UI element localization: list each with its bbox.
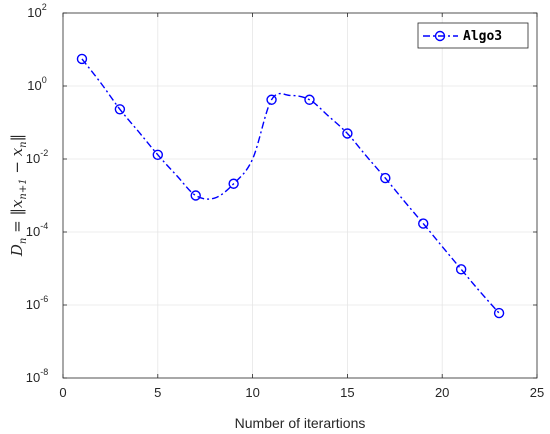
x-axis-label: Number of iterartions xyxy=(235,415,366,431)
x-tick-label: 20 xyxy=(435,385,449,400)
x-tick-label: 10 xyxy=(245,385,259,400)
data-point-marker xyxy=(455,264,467,275)
data-point-marker xyxy=(266,94,277,105)
data-point-marker xyxy=(76,53,88,65)
x-tick-label: 15 xyxy=(340,385,354,400)
data-point-marker xyxy=(380,172,391,184)
x-tick-label: 0 xyxy=(59,385,66,400)
y-tick-base: 10 xyxy=(26,151,40,166)
y-tick-label: 102 xyxy=(27,2,46,20)
y-label-eq: = ‖ xyxy=(8,208,26,238)
y-tick-label: 100 xyxy=(27,75,46,93)
y-label-lhs-sub: n xyxy=(18,238,29,244)
y-tick-exponent: 2 xyxy=(42,2,47,12)
y-label-x2: x xyxy=(8,147,26,156)
y-tick-label: 10-4 xyxy=(26,221,48,239)
data-point-marker xyxy=(114,104,126,115)
y-tick-base: 10 xyxy=(26,297,40,312)
y-tick-label: 10-6 xyxy=(26,294,48,312)
plot-area-background xyxy=(63,13,537,378)
y-tick-base: 10 xyxy=(26,370,40,385)
y-label-minus: − xyxy=(8,156,26,178)
y-tick-label: 10-8 xyxy=(26,367,48,385)
series-group xyxy=(76,53,505,319)
y-axis-label: Dn = ‖xn+1 − xn‖ xyxy=(8,134,29,257)
y-label-x1: x xyxy=(8,199,26,208)
y-label-x2-sub: n xyxy=(18,141,29,147)
grid-lines xyxy=(63,13,537,378)
y-tick-base: 10 xyxy=(27,78,41,93)
x-axis-ticks: 0 5 10 15 20 25 xyxy=(59,13,544,400)
plot-frame xyxy=(62,12,538,379)
data-point-marker xyxy=(418,218,429,229)
series-line-algo3 xyxy=(81,58,500,314)
data-point-marker xyxy=(228,178,239,189)
data-point-marker xyxy=(190,190,201,201)
y-label-close: ‖ xyxy=(8,134,26,142)
x-tick-label: 5 xyxy=(154,385,161,400)
y-tick-exponent: 0 xyxy=(42,75,47,85)
data-point-marker xyxy=(152,149,164,161)
y-tick-exponent: -2 xyxy=(40,148,48,158)
legend-marker-circle xyxy=(434,30,446,42)
y-tick-exponent: -8 xyxy=(40,367,48,377)
y-tick-exponent: -4 xyxy=(40,221,48,231)
y-tick-exponent: -6 xyxy=(40,294,48,304)
legend-box xyxy=(417,22,529,49)
legend-label-algo3: Algo3 xyxy=(463,29,502,44)
legend: Algo3 xyxy=(417,22,529,49)
y-label-x1-sub: n+1 xyxy=(18,178,29,199)
y-tick-base: 10 xyxy=(26,224,40,239)
data-point-marker xyxy=(304,94,315,105)
data-point-marker xyxy=(493,307,505,319)
y-label-lhs: D xyxy=(8,244,26,257)
x-tick-label: 25 xyxy=(530,385,544,400)
y-tick-base: 10 xyxy=(27,5,41,20)
y-tick-label: 10-2 xyxy=(26,148,48,166)
data-point-marker xyxy=(342,128,353,139)
